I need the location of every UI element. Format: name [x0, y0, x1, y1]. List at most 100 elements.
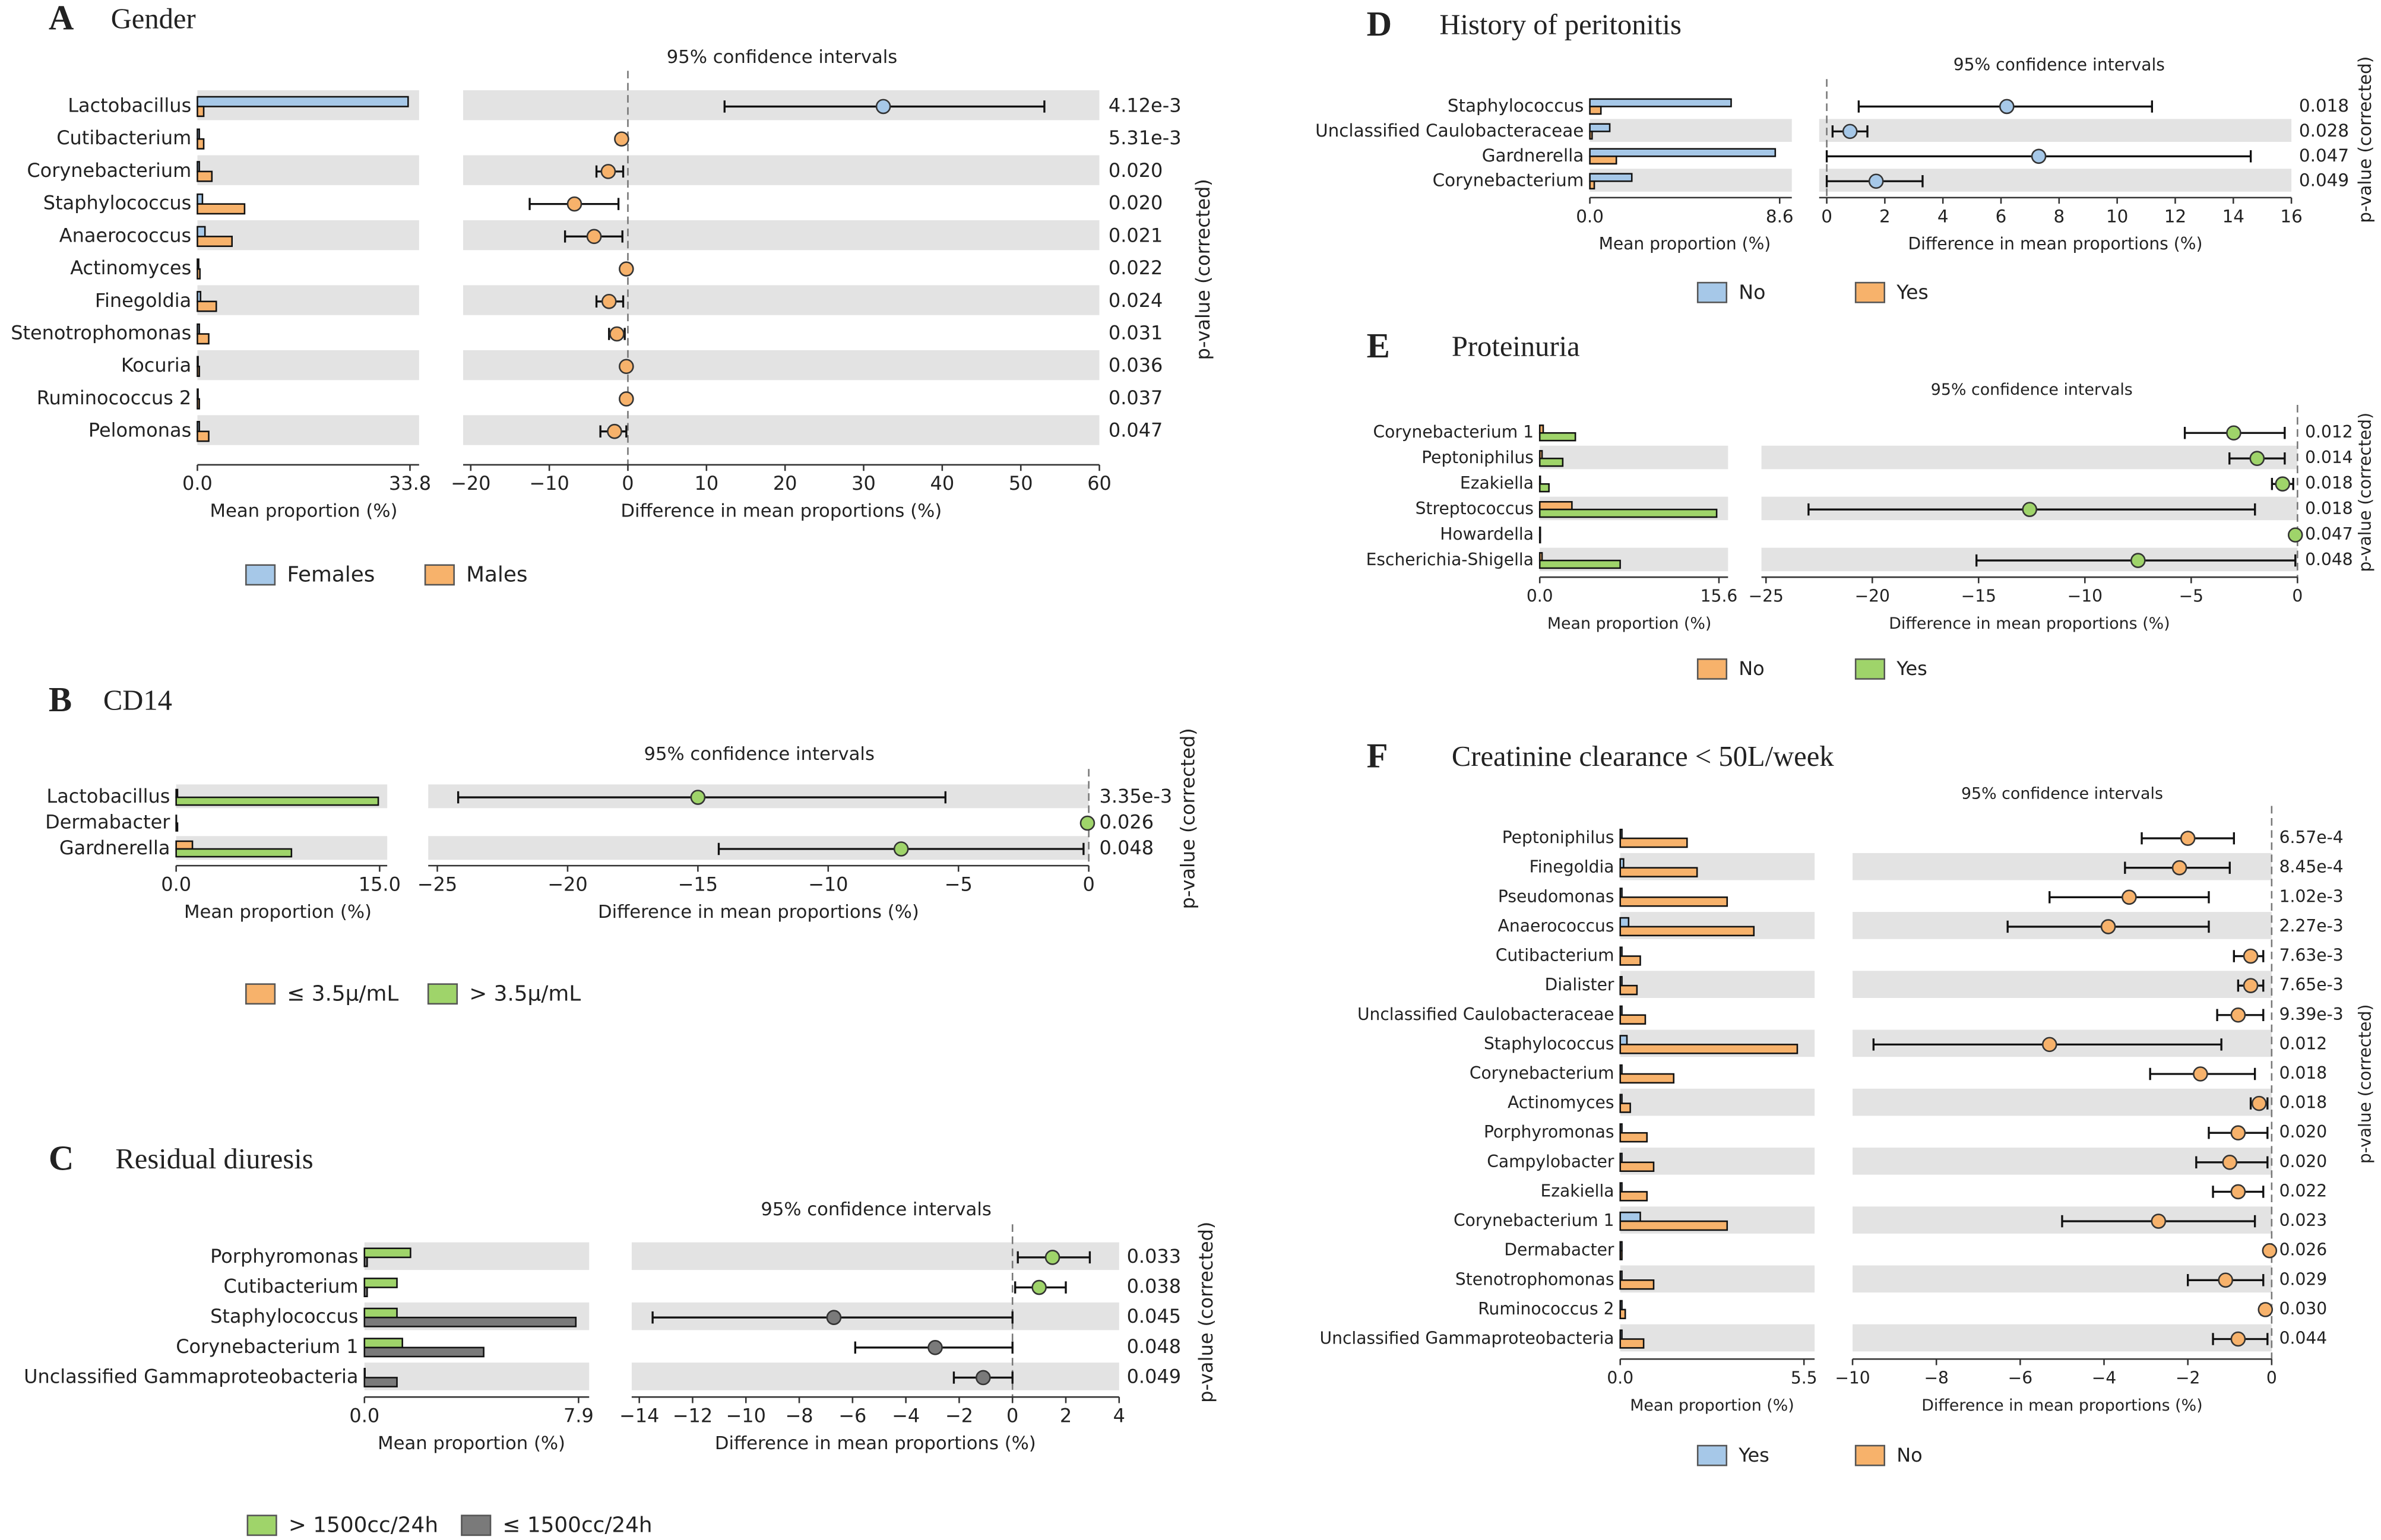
category-label: Unclassified Caulobacteraceae	[1315, 121, 1584, 141]
bar	[1619, 1152, 1623, 1164]
x-tick-label: 60	[1087, 472, 1112, 495]
x-tick-label: 6	[1996, 207, 2007, 227]
bar	[1619, 1035, 1628, 1045]
category-label: Dialister	[1545, 975, 1614, 994]
difference-point	[2262, 1243, 2278, 1259]
bar	[1619, 1161, 1655, 1172]
difference-point	[1044, 1250, 1060, 1265]
legend-label: No	[1896, 1444, 1922, 1466]
row-band	[1819, 169, 2292, 192]
p-value: 0.023	[2279, 1211, 2328, 1230]
category-label: Porphyromonas	[210, 1245, 358, 1268]
x-tick-label: 40	[930, 472, 955, 495]
p-axis-label: p-value (corrected)	[1176, 728, 1199, 909]
category-label: Peptoniphilus	[1421, 448, 1534, 467]
category-label: Streptococcus	[1416, 499, 1534, 518]
p-value: 0.038	[1127, 1275, 1181, 1298]
category-label: Howardella	[1440, 524, 1534, 544]
p-value: 9.39e-3	[2279, 1005, 2344, 1024]
difference-point	[2180, 831, 2196, 846]
difference-point	[2193, 1066, 2208, 1082]
p-value: 7.63e-3	[2279, 946, 2344, 965]
legend-swatch	[427, 983, 458, 1005]
x-tick-label: −10	[808, 873, 848, 895]
difference-point	[1868, 173, 1884, 189]
category-label: Actinomyces	[1508, 1093, 1614, 1113]
x-tick-label: −20	[547, 873, 587, 895]
p-value: 2.27e-3	[2279, 916, 2344, 936]
p-value: 0.029	[2279, 1269, 2328, 1289]
legend-swatch	[1854, 1444, 1886, 1466]
p-value: 1.02e-3	[2279, 886, 2344, 906]
p-value: 5.31e-3	[1109, 126, 1182, 149]
bar	[1538, 424, 1544, 434]
row-band	[428, 836, 1089, 860]
p-value: 0.022	[2279, 1181, 2328, 1200]
category-label: Corynebacterium	[27, 159, 191, 182]
p-value: 0.020	[1109, 159, 1163, 182]
legend-swatch	[1696, 1444, 1728, 1466]
x-tick-label: 30	[851, 472, 876, 495]
p-value: 7.65e-3	[2279, 975, 2344, 994]
difference-point	[607, 423, 622, 439]
difference-point	[1031, 1279, 1047, 1295]
panel: A Gender 95% confidence intervals Lactobaci…	[11, 0, 1214, 587]
panel-letter: E	[1367, 327, 1390, 365]
x-tick-label: 0.0	[1527, 586, 1553, 606]
bar	[1538, 483, 1550, 493]
bar	[1619, 1241, 1623, 1251]
bar	[175, 822, 179, 832]
bar	[1619, 1211, 1641, 1222]
bar	[1619, 1102, 1631, 1113]
difference-point	[2130, 553, 2146, 568]
difference-point	[600, 164, 616, 179]
x-tick-label: 8.6	[1766, 207, 1794, 227]
bar	[1619, 1123, 1623, 1134]
bar	[1589, 173, 1633, 182]
ci-title: 95% confidence intervals	[667, 47, 898, 68]
difference-point	[2171, 860, 2187, 876]
x-tick-label: 0.0	[161, 873, 191, 895]
x-tick-label: −4	[892, 1404, 920, 1427]
row-band	[1620, 1088, 1815, 1116]
x-tick-label: 5.5	[1791, 1368, 1818, 1388]
bar	[197, 161, 200, 173]
p-value: 0.018	[2305, 499, 2353, 518]
difference-point	[976, 1370, 991, 1386]
difference-point	[893, 841, 909, 857]
row-band	[197, 285, 419, 315]
category-label: Ezakiella	[1460, 473, 1534, 493]
panel-letter: B	[49, 680, 72, 719]
x-tick-label: 0	[1006, 1404, 1018, 1427]
category-label: Staphylococcus	[1484, 1034, 1614, 1053]
ci-title: 95% confidence intervals	[1931, 381, 2133, 399]
x-axis-label: Difference in mean proportions (%)	[1889, 614, 2170, 633]
bar	[197, 170, 213, 182]
x-tick-label: −2	[945, 1404, 973, 1427]
difference-point	[927, 1340, 943, 1355]
difference-point	[2251, 1095, 2267, 1111]
x-tick-label: 7.9	[563, 1404, 594, 1427]
bar	[1538, 457, 1564, 467]
x-tick-label: −2	[2176, 1368, 2200, 1388]
category-label: Finegoldia	[1530, 857, 1614, 877]
difference-point	[2230, 1007, 2246, 1023]
row-band	[1853, 1265, 2272, 1293]
x-tick-label: 15.0	[359, 873, 401, 895]
category-label: Anaerococcus	[1498, 916, 1614, 936]
bar	[197, 421, 200, 432]
difference-point	[2230, 1125, 2246, 1141]
bar	[1619, 1338, 1645, 1349]
x-tick-label: −14	[619, 1404, 659, 1427]
x-tick-label: −20	[451, 472, 490, 495]
bar	[1619, 1220, 1728, 1231]
bar	[1619, 984, 1638, 996]
row-band	[197, 415, 419, 445]
p-value: 0.026	[1100, 811, 1154, 834]
x-tick-label: 0	[2266, 1368, 2277, 1388]
difference-point	[826, 1310, 842, 1325]
p-value: 0.030	[2279, 1299, 2328, 1319]
legend-label: ≤ 3.5μ/mL	[287, 981, 398, 1006]
bar	[197, 138, 205, 150]
category-label: Staphylococcus	[43, 192, 191, 214]
